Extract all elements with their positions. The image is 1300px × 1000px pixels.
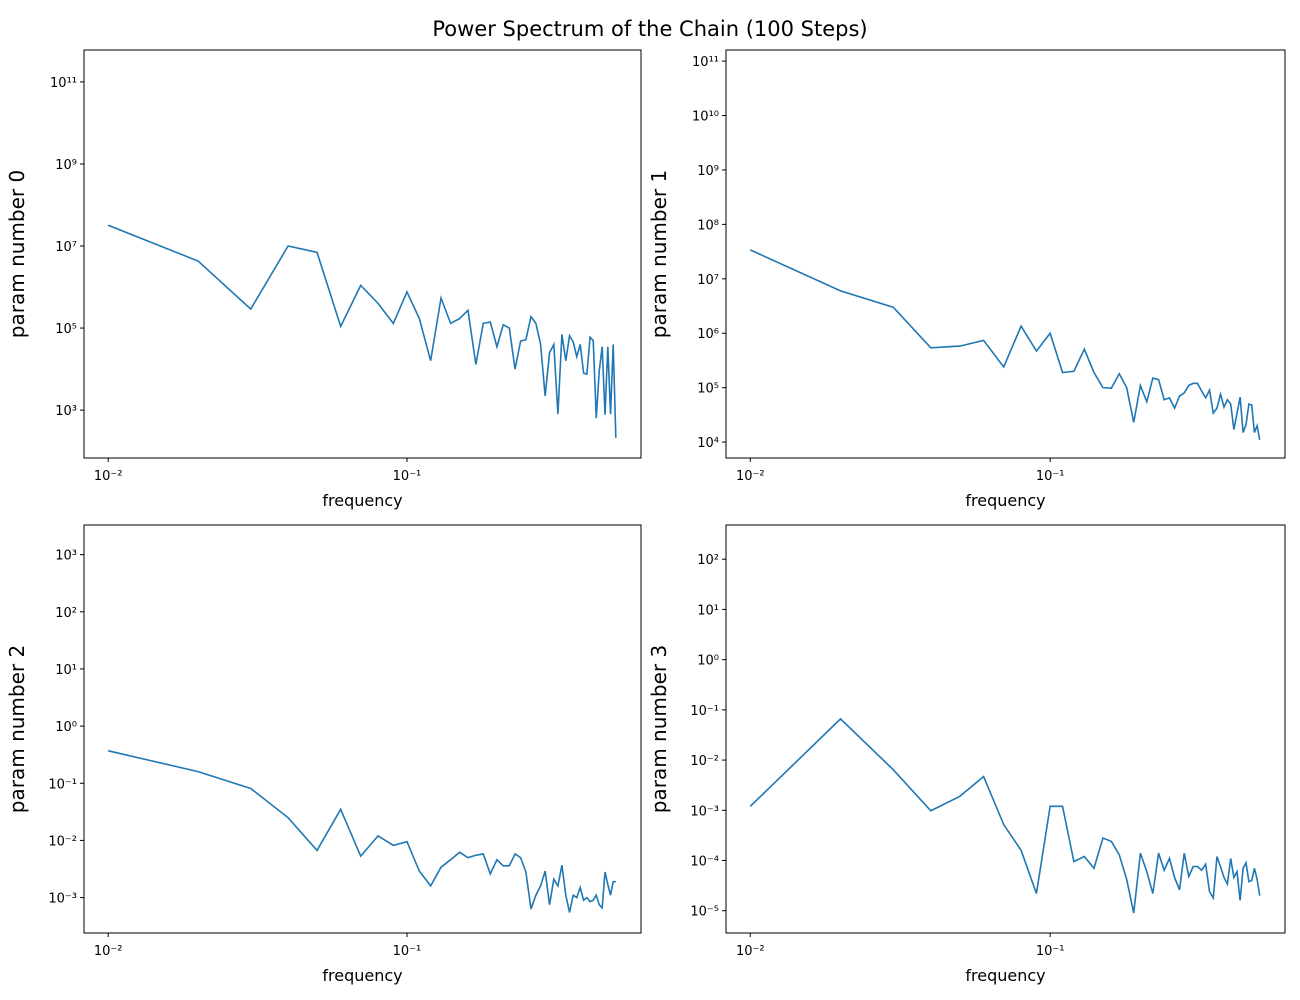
- y-tick-label: 10⁵: [55, 322, 77, 337]
- data-line: [749, 717, 1261, 914]
- plot-area: [725, 49, 1286, 459]
- x-tick-label: 10⁻¹: [393, 469, 422, 484]
- x-tick-label: 10⁻²: [736, 944, 765, 959]
- y-tick-label: 10⁻²: [48, 834, 77, 849]
- y-tick-label: 10⁻⁴: [690, 855, 719, 870]
- x-tick-label: 10⁻¹: [1036, 944, 1065, 959]
- y-tick-label: 10⁰: [55, 720, 77, 735]
- y-tick-label: 10⁷: [55, 240, 77, 255]
- y-tick-label: 10⁷: [697, 273, 719, 288]
- plot-area: [725, 524, 1286, 934]
- y-tick-label: 10⁻³: [48, 892, 77, 907]
- y-tick-label: 10¹⁰: [692, 110, 719, 125]
- data-line: [107, 224, 617, 438]
- y-axis-label: param number 1: [647, 170, 671, 338]
- y-tick-label: 10¹: [697, 603, 719, 618]
- y-axis-label: param number 3: [647, 645, 671, 813]
- x-tick-label: 10⁻²: [94, 469, 123, 484]
- x-axis-label: frequency: [322, 491, 402, 510]
- y-tick-label: 10²: [55, 606, 77, 621]
- y-tick-label: 10⁶: [697, 327, 719, 342]
- y-tick-label: 10⁻²: [690, 754, 719, 769]
- y-tick-label: 10³: [55, 404, 77, 419]
- data-line: [749, 249, 1261, 440]
- y-tick-label: 10⁻³: [690, 804, 719, 819]
- x-tick-label: 10⁻¹: [393, 944, 422, 959]
- y-tick-label: 10⁴: [697, 436, 719, 451]
- y-tick-label: 10⁰: [697, 654, 719, 669]
- plot-area: [83, 49, 642, 459]
- y-axis-label: param number 0: [5, 170, 29, 338]
- x-axis-label: frequency: [965, 966, 1045, 985]
- y-tick-label: 10⁻⁵: [690, 905, 719, 920]
- y-tick-label: 10⁻¹: [690, 704, 719, 719]
- y-axis-label: param number 2: [5, 645, 29, 813]
- y-tick-label: 10²: [697, 553, 719, 568]
- y-tick-label: 10³: [55, 549, 77, 564]
- plot-area: [83, 524, 642, 934]
- y-tick-label: 10¹¹: [692, 55, 719, 70]
- y-tick-label: 10⁹: [697, 164, 719, 179]
- y-tick-label: 10⁹: [55, 158, 77, 173]
- y-tick-label: 10⁻¹: [48, 777, 77, 792]
- y-tick-label: 10¹¹: [50, 76, 77, 91]
- x-tick-label: 10⁻²: [94, 944, 123, 959]
- x-tick-label: 10⁻¹: [1036, 469, 1065, 484]
- x-tick-label: 10⁻²: [736, 469, 765, 484]
- x-axis-label: frequency: [322, 966, 402, 985]
- y-tick-label: 10¹: [55, 663, 77, 678]
- data-line: [107, 750, 616, 913]
- figure-title: Power Spectrum of the Chain (100 Steps): [432, 17, 867, 41]
- y-tick-label: 10⁸: [697, 218, 719, 233]
- x-axis-label: frequency: [965, 491, 1045, 510]
- y-tick-label: 10⁵: [697, 382, 719, 397]
